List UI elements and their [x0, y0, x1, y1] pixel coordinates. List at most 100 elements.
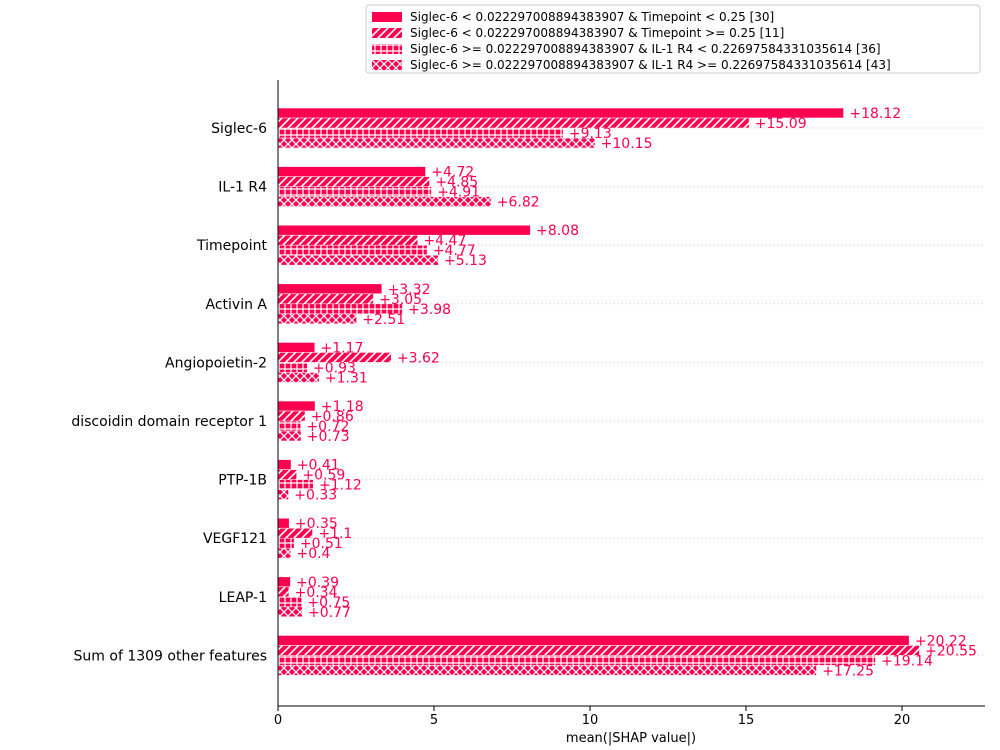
bar	[278, 597, 302, 607]
bar	[278, 431, 301, 441]
bar	[278, 587, 289, 597]
legend: Siglec-6 < 0.022297008894383907 & Timepo…	[365, 4, 981, 74]
legend-swatch	[372, 28, 402, 38]
bar	[278, 255, 439, 265]
data-label: +0.34	[295, 585, 338, 601]
bar	[278, 196, 491, 207]
bar	[278, 166, 426, 177]
data-label: +0.51	[300, 536, 343, 552]
data-label: +0.33	[294, 488, 337, 504]
grid-lines	[278, 127, 985, 656]
bar	[278, 118, 749, 128]
category-label: Sum of 1309 other features	[74, 648, 267, 664]
bar	[278, 607, 303, 617]
bar	[278, 528, 313, 538]
data-label: +15.09	[755, 116, 807, 132]
category-label: LEAP-1	[219, 590, 267, 606]
category-label: PTP-1B	[218, 473, 267, 489]
bar	[278, 548, 291, 558]
data-label: +4.47	[423, 233, 466, 249]
x-tick-label: 20	[894, 713, 911, 728]
data-label: +0.93	[313, 360, 356, 376]
data-label: +3.32	[388, 282, 431, 298]
data-label: +17.25	[822, 663, 874, 679]
bar	[278, 245, 427, 255]
data-label: +4.72	[431, 165, 474, 181]
bar	[278, 411, 305, 421]
data-label: +1.1	[318, 526, 352, 542]
legend-entry: Siglec-6 >= 0.022297008894383907 & IL-1 …	[410, 58, 891, 72]
bar	[278, 459, 291, 470]
bar	[278, 479, 313, 490]
category-label: Angiopoietin-2	[165, 355, 267, 371]
legend-entry: Siglec-6 < 0.022297008894383907 & Timepo…	[410, 26, 784, 40]
bar	[278, 128, 563, 138]
bar	[278, 294, 374, 304]
bar	[278, 635, 909, 646]
bar	[278, 489, 289, 500]
data-label: +0.59	[302, 468, 345, 484]
data-label: +1.18	[321, 399, 364, 415]
axes	[277, 80, 985, 707]
category-label: IL-1 R4	[218, 180, 267, 196]
category-label: VEGF121	[203, 531, 267, 547]
data-label: +2.51	[362, 312, 405, 328]
category-labels: Siglec-6 IL-1 R4 Timepoint Activin A Angiopo…	[71, 121, 267, 664]
category-label: Siglec-6	[211, 121, 267, 137]
x-axis-title: mean(|SHAP value|)	[566, 731, 696, 746]
bar	[278, 401, 315, 411]
data-label: +0.77	[308, 605, 351, 621]
bar	[278, 362, 308, 373]
bar	[278, 645, 920, 656]
data-label: +10.15	[601, 136, 653, 152]
data-label: +3.98	[408, 302, 451, 318]
bar	[278, 176, 430, 187]
category-label: Activin A	[206, 297, 268, 313]
bars	[278, 108, 920, 676]
data-label: +8.08	[536, 223, 579, 239]
data-label: +5.13	[444, 253, 487, 269]
bar	[278, 342, 315, 353]
bar	[278, 518, 289, 528]
data-label: +4.77	[433, 243, 476, 259]
data-label: +3.62	[397, 350, 440, 366]
data-label: +0.72	[306, 419, 349, 435]
bar	[278, 655, 876, 666]
bar	[278, 352, 391, 363]
bar	[278, 284, 382, 294]
bar	[278, 372, 319, 383]
category-label: Timepoint	[196, 238, 267, 254]
data-label: +0.41	[297, 458, 340, 474]
data-label: +19.14	[881, 653, 933, 669]
data-label: +3.05	[379, 292, 422, 308]
data-label: +0.39	[296, 575, 339, 591]
data-label: +6.82	[497, 195, 540, 211]
data-label: +0.4	[296, 546, 330, 562]
bar	[278, 138, 595, 148]
x-tick-labels: 0 5 10 15 20	[274, 706, 910, 728]
bar	[278, 304, 403, 314]
x-tick-label: 15	[738, 713, 755, 728]
data-label: +1.12	[319, 478, 362, 494]
x-tick-label: 0	[274, 713, 282, 728]
bar	[278, 538, 294, 548]
category-label: discoidin domain receptor 1	[71, 414, 267, 430]
data-label: +0.73	[307, 429, 350, 445]
data-labels: +18.12 +15.09 +9.13+10.15 +4.72+4.85+4.91 +6…	[294, 106, 977, 679]
data-label: +1.31	[325, 370, 368, 386]
data-label: +4.91	[437, 185, 480, 201]
bar	[278, 665, 817, 676]
bar	[278, 186, 432, 197]
data-label: +0.75	[307, 595, 350, 611]
legend-frame	[365, 4, 981, 74]
x-tick-label: 10	[582, 713, 599, 728]
data-label: +0.86	[311, 409, 354, 425]
legend-entry: Siglec-6 >= 0.022297008894383907 & IL-1 …	[410, 42, 881, 56]
data-label: +18.12	[849, 106, 901, 122]
bar	[278, 421, 301, 431]
bar	[278, 314, 357, 324]
data-label: +9.13	[569, 126, 612, 142]
bar	[278, 108, 844, 118]
x-tick-label: 5	[430, 713, 438, 728]
